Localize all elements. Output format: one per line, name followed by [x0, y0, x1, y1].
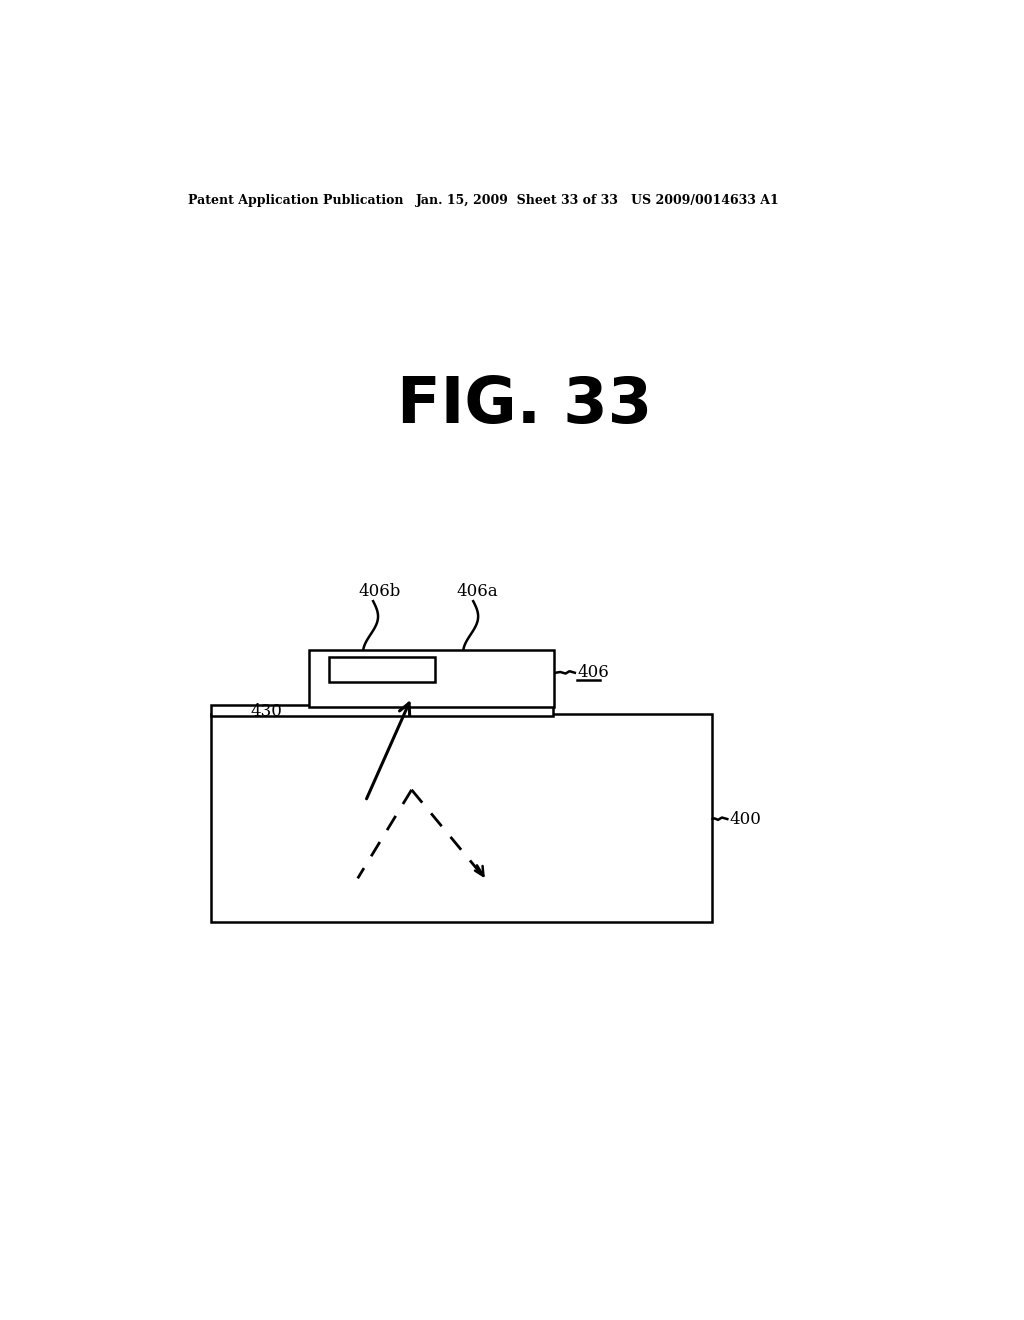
Text: Patent Application Publication: Patent Application Publication: [188, 194, 403, 207]
Text: 406a: 406a: [457, 582, 498, 599]
Text: FIG. 33: FIG. 33: [397, 374, 652, 436]
Bar: [309, 649, 554, 706]
Bar: [211, 714, 712, 923]
Bar: [330, 657, 435, 682]
Text: 406b: 406b: [358, 582, 400, 599]
Text: 406: 406: [578, 664, 609, 681]
Text: Jan. 15, 2009  Sheet 33 of 33: Jan. 15, 2009 Sheet 33 of 33: [416, 194, 618, 207]
Bar: [211, 705, 553, 715]
Text: 430: 430: [251, 702, 283, 719]
Text: US 2009/0014633 A1: US 2009/0014633 A1: [631, 194, 779, 207]
Text: 400: 400: [730, 810, 762, 828]
